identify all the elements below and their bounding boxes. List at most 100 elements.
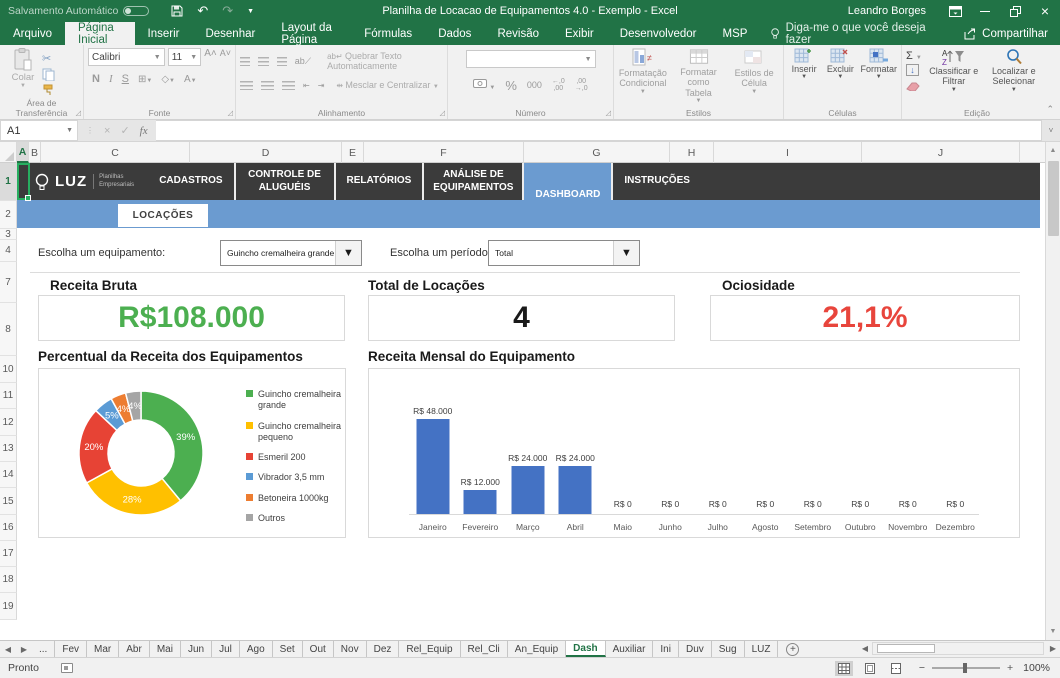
- increase-indent-icon[interactable]: ⇥: [317, 80, 325, 90]
- zoom-level[interactable]: 100%: [1023, 662, 1050, 674]
- user-name[interactable]: Leandro Borges: [847, 5, 926, 17]
- sheet-tab-dash[interactable]: Dash: [566, 641, 606, 657]
- increase-decimal-icon[interactable]: ←,0,00: [551, 78, 565, 92]
- italic-button[interactable]: I: [108, 73, 113, 85]
- clear-icon[interactable]: [906, 78, 922, 96]
- horizontal-scroll-thumb[interactable]: [877, 644, 935, 653]
- insert-function-icon[interactable]: fx: [139, 124, 148, 137]
- copy-icon[interactable]: [42, 68, 55, 81]
- column-header-a[interactable]: A: [17, 142, 29, 163]
- row-header-8[interactable]: 8: [0, 303, 17, 356]
- sheet-tab-sug[interactable]: Sug: [712, 641, 745, 657]
- page-break-view-icon[interactable]: [887, 661, 905, 676]
- row-header-19[interactable]: 19: [0, 593, 17, 620]
- column-header-h[interactable]: H: [670, 142, 714, 163]
- row-header-10[interactable]: 10: [0, 356, 17, 383]
- align-middle-icon[interactable]: [258, 56, 269, 66]
- scroll-up-icon[interactable]: ▲: [1049, 147, 1057, 154]
- column-header-c[interactable]: C: [41, 142, 190, 163]
- vertical-scroll-thumb[interactable]: [1048, 161, 1059, 236]
- menu-tab-arquivo[interactable]: Arquivo: [13, 27, 52, 40]
- pie-chart[interactable]: Guincho cremalheira grande Guincho cremal…: [38, 368, 346, 538]
- nav-tab-controle-de-aluguéis[interactable]: CONTROLE DE ALUGUÉIS: [233, 163, 334, 200]
- format-painter-icon[interactable]: [42, 84, 55, 96]
- zoom-slider-thumb[interactable]: [962, 663, 967, 673]
- sheet-tab-luz[interactable]: LUZ: [745, 641, 779, 657]
- clipboard-dialog-launcher[interactable]: ◿: [75, 110, 81, 117]
- sheet-tab-auxiliar[interactable]: Auxiliar: [606, 641, 654, 657]
- sheet-tab-rel-equip[interactable]: Rel_Equip: [399, 641, 461, 657]
- row-header-2[interactable]: 2: [0, 201, 17, 229]
- sheet-tab-abr[interactable]: Abr: [119, 641, 150, 657]
- cell-styles-button[interactable]: Estilos de Célula ▼: [729, 48, 779, 105]
- menu-tab-dados[interactable]: Dados: [438, 27, 472, 40]
- sheet-tab-mar[interactable]: Mar: [87, 641, 120, 657]
- font-color-icon[interactable]: A▼: [183, 74, 197, 85]
- menu-tab-revisão[interactable]: Revisão: [497, 27, 539, 40]
- menu-tab-exibir[interactable]: Exibir: [565, 27, 594, 40]
- fill-down-icon[interactable]: ↓: [906, 64, 919, 76]
- sheet-tab-duv[interactable]: Duv: [679, 641, 712, 657]
- column-header-j[interactable]: J: [862, 142, 1020, 163]
- horizontal-scrollbar[interactable]: [872, 642, 1044, 655]
- name-box[interactable]: A1 ▼: [0, 120, 78, 141]
- scroll-down-icon[interactable]: ▼: [1049, 628, 1057, 635]
- borders-icon[interactable]: ⊞▼: [137, 74, 153, 85]
- menu-tab-desenvolvedor[interactable]: Desenvolvedor: [619, 27, 697, 40]
- row-header-1[interactable]: 1: [0, 163, 17, 201]
- sheet-tab--[interactable]: ...: [32, 641, 56, 657]
- align-bottom-icon[interactable]: [276, 56, 287, 66]
- filter-dropdown-1[interactable]: Total ▼: [488, 240, 640, 266]
- paste-button[interactable]: Colar ▼: [4, 48, 42, 96]
- percent-style-icon[interactable]: %: [505, 77, 517, 93]
- increase-font-icon[interactable]: A˄: [204, 48, 217, 59]
- font-dialog-launcher[interactable]: ◿: [227, 110, 233, 117]
- decrease-font-icon[interactable]: A˅: [219, 48, 231, 58]
- zoom-out-icon[interactable]: −: [918, 662, 925, 674]
- vertical-scrollbar[interactable]: ▲ ▼: [1045, 142, 1060, 640]
- align-right-icon[interactable]: [282, 80, 295, 90]
- hscroll-right-icon[interactable]: ▶: [1049, 644, 1057, 653]
- select-all-corner[interactable]: [0, 142, 17, 163]
- comma-style-icon[interactable]: 000: [526, 80, 542, 90]
- save-icon[interactable]: [171, 5, 183, 17]
- currency-format-icon[interactable]: ▼: [473, 76, 495, 94]
- restore-button[interactable]: [1000, 0, 1030, 22]
- macro-record-icon[interactable]: [60, 663, 73, 673]
- autosave-toggle[interactable]: Salvamento Automático: [8, 5, 150, 17]
- normal-view-icon[interactable]: [834, 660, 853, 676]
- column-header-i[interactable]: I: [714, 142, 862, 163]
- column-header-g[interactable]: G: [524, 142, 670, 163]
- qat-customize-icon[interactable]: ▼: [247, 7, 255, 15]
- column-header-d[interactable]: D: [190, 142, 342, 163]
- undo-icon[interactable]: ↶: [197, 3, 209, 18]
- formula-input[interactable]: [155, 120, 1042, 141]
- minimize-button[interactable]: [970, 0, 1000, 22]
- selected-cell-a1[interactable]: [17, 163, 31, 201]
- find-select-button[interactable]: Localizar e Selecionar ▼: [986, 48, 1042, 105]
- format-cells-button[interactable]: Formatar ▼: [860, 48, 897, 105]
- redo-icon[interactable]: ↷: [222, 3, 234, 18]
- sheet-tab-jul[interactable]: Jul: [212, 641, 240, 657]
- align-center-icon[interactable]: [261, 80, 274, 90]
- orientation-icon[interactable]: ab⟋: [294, 55, 312, 66]
- cut-icon[interactable]: ✂: [42, 53, 52, 65]
- tell-me-box[interactable]: Diga-me o que você deseja fazer: [760, 22, 952, 46]
- underline-button[interactable]: S: [121, 73, 129, 85]
- sheet-tab-nov[interactable]: Nov: [334, 641, 367, 657]
- number-dialog-launcher[interactable]: ◿: [605, 110, 611, 117]
- hscroll-left-icon[interactable]: ◀: [861, 644, 869, 653]
- zoom-in-icon[interactable]: +: [1007, 662, 1014, 674]
- merge-center-button[interactable]: ⇹ Mesclar e Centralizar ▼: [336, 80, 439, 90]
- nav-tab-instruções[interactable]: INSTRUÇÕES: [611, 163, 701, 200]
- delete-cells-button[interactable]: Excluir ▼: [824, 48, 856, 105]
- confirm-entry-icon[interactable]: ✓: [120, 125, 130, 137]
- align-top-icon[interactable]: [240, 56, 251, 66]
- menu-tab-desenhar[interactable]: Desenhar: [205, 27, 256, 40]
- row-header-4[interactable]: 4: [0, 240, 17, 262]
- row-header-16[interactable]: 16: [0, 515, 17, 541]
- share-button[interactable]: Compartilhar: [952, 22, 1060, 45]
- column-header-f[interactable]: F: [364, 142, 524, 163]
- sheet-tab-jun[interactable]: Jun: [181, 641, 213, 657]
- alignment-dialog-launcher[interactable]: ◿: [439, 110, 445, 117]
